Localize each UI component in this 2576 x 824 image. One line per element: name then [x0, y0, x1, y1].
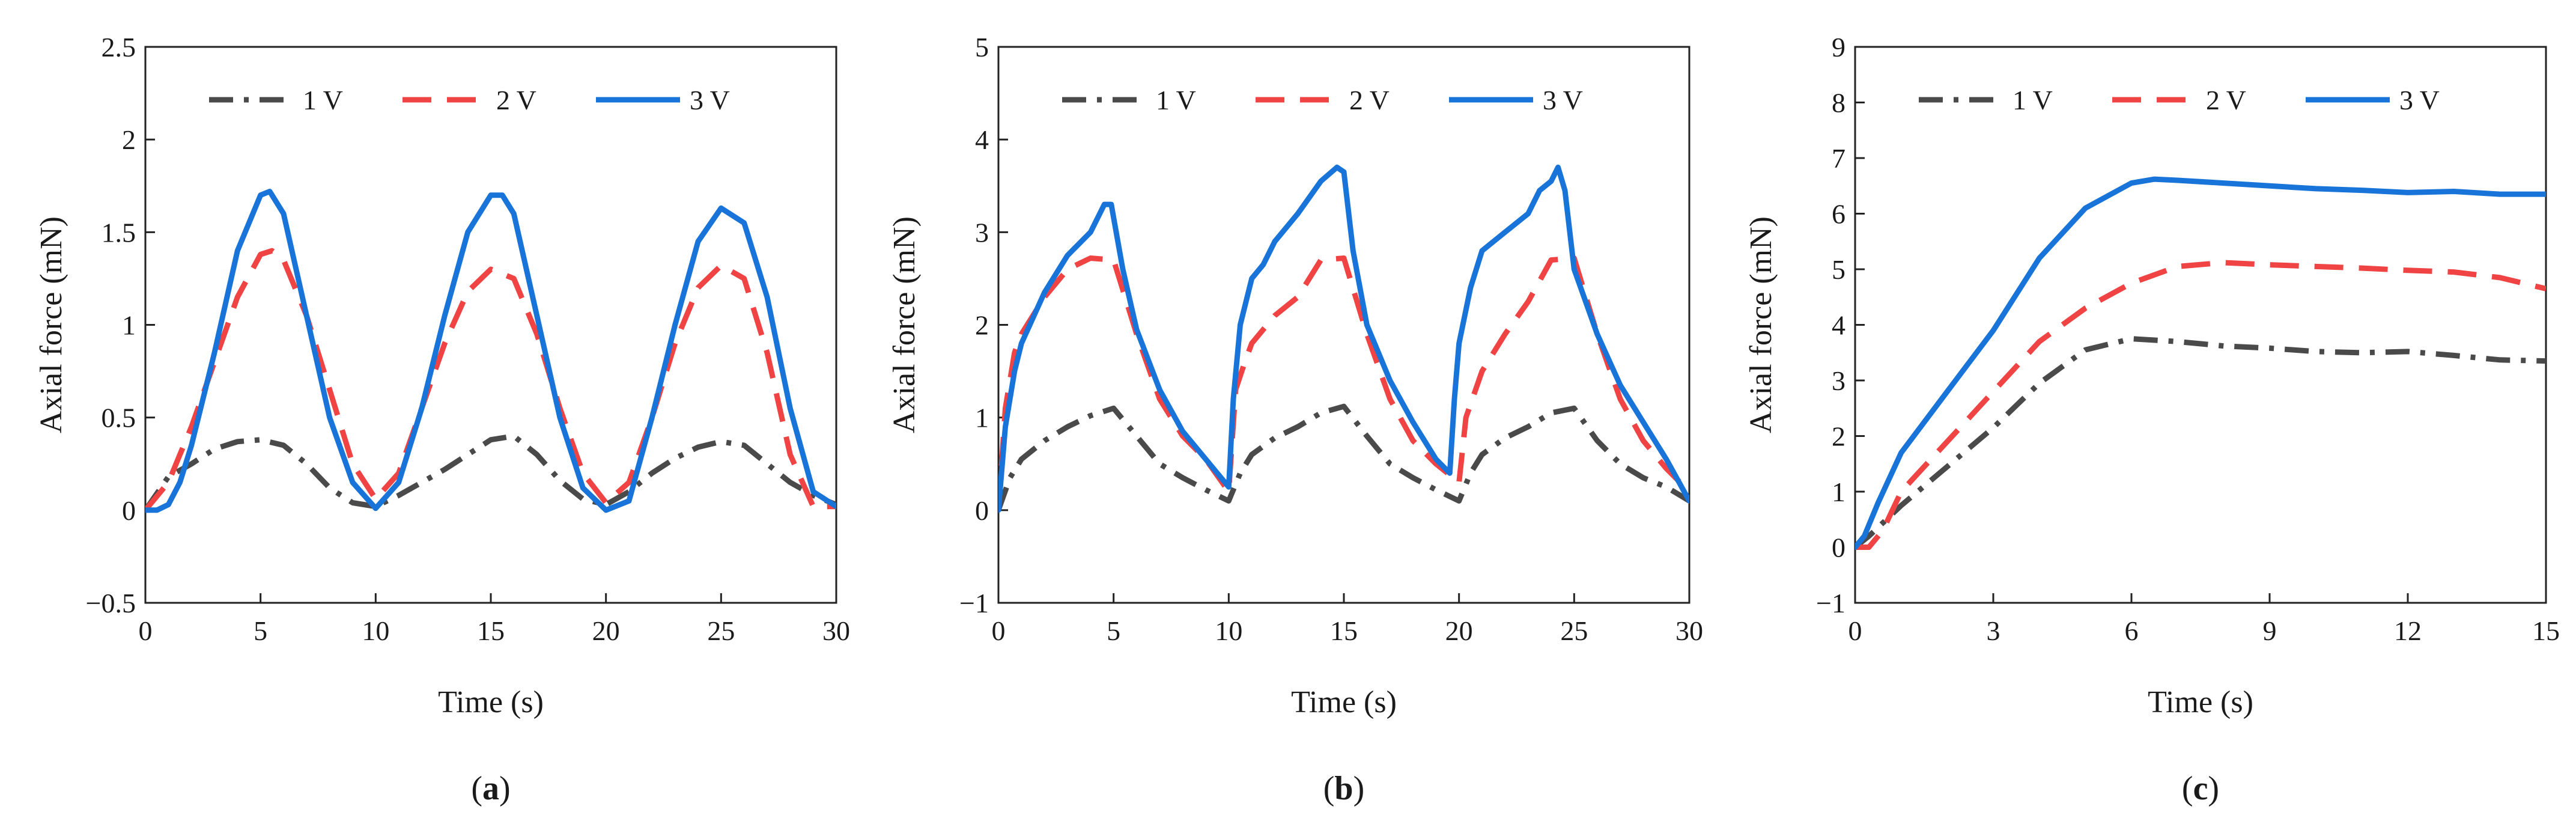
x-tick-label: 30 — [822, 615, 850, 646]
x-tick-label: 10 — [1215, 615, 1242, 646]
y-tick-label: 6 — [1832, 199, 1845, 230]
legend: 1 V 2 V 3 V — [1919, 85, 2440, 115]
y-tick-label: 0 — [122, 495, 136, 526]
x-axis-label: Time (s) — [2148, 685, 2253, 719]
x-tick-label: 30 — [1675, 615, 1703, 646]
y-tick-label: −1 — [959, 588, 989, 618]
legend-label: 3 V — [1543, 85, 1583, 115]
series-line-1v — [1855, 336, 2546, 550]
y-tick-label: 2 — [122, 124, 136, 155]
legend-label: 1 V — [1156, 85, 1196, 115]
y-tick-label: 3 — [975, 217, 989, 248]
panel-letter: c — [2193, 770, 2208, 807]
x-tick-label: 9 — [2263, 615, 2277, 646]
panel-letter: b — [1334, 770, 1353, 807]
y-tick-label: 0.5 — [102, 403, 136, 433]
x-tick-label: 3 — [1987, 615, 2000, 646]
legend-label: 1 V — [2012, 85, 2053, 115]
legend-label: 3 V — [690, 85, 730, 115]
series-line-3v — [145, 189, 836, 513]
series-line-2v — [145, 248, 836, 512]
y-axis-label: Axial force (mN) — [34, 216, 68, 433]
x-tick-label: 5 — [1107, 615, 1120, 646]
x-tick-label: 6 — [2125, 615, 2139, 646]
x-tick-label: 0 — [139, 615, 153, 646]
y-tick-label: −1 — [1816, 588, 1845, 618]
x-tick-label: 0 — [992, 615, 1006, 646]
legend: 1 V 2 V 3 V — [1062, 85, 1583, 115]
x-tick-label: 25 — [1560, 615, 1588, 646]
legend-label: 2 V — [2206, 85, 2246, 115]
legend-label: 2 V — [496, 85, 536, 115]
y-tick-label: 4 — [1832, 310, 1845, 341]
plot-frame — [144, 46, 837, 604]
legend-label: 1 V — [303, 85, 343, 115]
x-tick-label: 15 — [477, 615, 505, 646]
y-tick-label: 5 — [1832, 254, 1845, 285]
y-tick-label: 2 — [975, 310, 989, 341]
y-axis-label: Axial force (mN) — [1744, 216, 1778, 433]
y-tick-label: 5 — [975, 32, 989, 63]
x-tick-label: 15 — [2532, 615, 2560, 646]
x-tick-label: 5 — [254, 615, 267, 646]
x-axis-label: Time (s) — [438, 685, 544, 719]
y-tick-label: 0 — [1832, 533, 1845, 563]
y-tick-label: 9 — [1832, 32, 1845, 63]
y-tick-label: 8 — [1832, 88, 1845, 118]
legend: 1 V 2 V 3 V — [209, 85, 730, 115]
y-tick-label: 2.5 — [102, 32, 136, 63]
x-tick-label: 20 — [1445, 615, 1473, 646]
y-axis-label: Axial force (mN) — [887, 216, 922, 433]
x-axis-label: Time (s) — [1291, 685, 1397, 719]
y-tick-label: −0.5 — [86, 588, 136, 618]
y-tick-label: 0 — [975, 495, 989, 526]
x-tick-label: 12 — [2394, 615, 2422, 646]
y-tick-label: 2 — [1832, 421, 1845, 452]
y-tick-label: 3 — [1832, 365, 1845, 396]
plot-frame — [1854, 46, 2547, 604]
plot-frame — [997, 46, 1690, 604]
series-line-1v — [145, 433, 836, 512]
panel-label: (c) — [2182, 770, 2219, 807]
legend-label: 2 V — [1349, 85, 1390, 115]
panel-letter: a — [482, 770, 499, 807]
panel-label: (a) — [471, 770, 510, 807]
y-tick-label: 7 — [1832, 143, 1845, 174]
y-tick-label: 1.5 — [102, 217, 136, 248]
y-tick-label: 1 — [122, 310, 136, 341]
y-tick-label: 1 — [975, 403, 989, 433]
series-line-2v — [998, 255, 1689, 511]
y-tick-label: 1 — [1832, 477, 1845, 507]
x-tick-label: 0 — [1848, 615, 1862, 646]
series-line-1v — [998, 403, 1689, 511]
series-line-3v — [998, 164, 1689, 513]
x-tick-label: 20 — [592, 615, 620, 646]
x-tick-label: 25 — [707, 615, 735, 646]
x-tick-label: 15 — [1330, 615, 1358, 646]
series-line-3v — [1855, 176, 2546, 550]
x-tick-label: 10 — [362, 615, 389, 646]
panel-label: (b) — [1323, 770, 1364, 807]
legend-label: 3 V — [2399, 85, 2440, 115]
y-tick-label: 4 — [975, 124, 989, 155]
series-line-2v — [1855, 260, 2546, 550]
